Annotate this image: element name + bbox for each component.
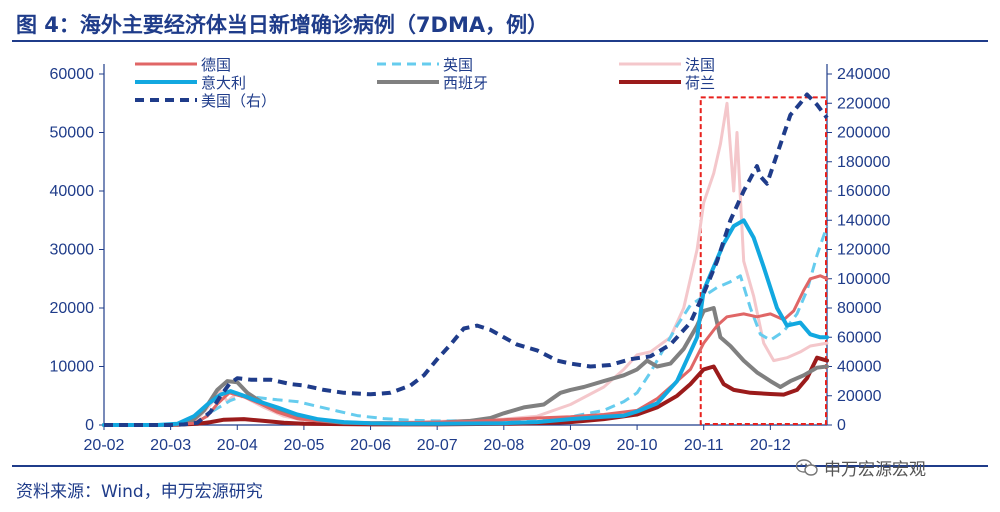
legend-label-6: 美国（右） — [201, 92, 276, 110]
x-tick-label: 20-12 — [750, 437, 791, 454]
y-tick-label-left: 50000 — [50, 125, 95, 142]
legend-label-5: 荷兰 — [685, 74, 715, 92]
y-tick-label-right: 200000 — [837, 125, 890, 142]
x-tick-label: 20-04 — [217, 437, 258, 454]
x-tick-label: 20-09 — [550, 437, 591, 454]
y-tick-label-right: 220000 — [837, 95, 890, 112]
wechat-icon — [796, 458, 818, 476]
y-tick-label-left: 40000 — [50, 183, 95, 200]
x-tick-label: 20-07 — [417, 437, 458, 454]
legend-label-1: 英国 — [443, 56, 473, 74]
y-tick-label-right: 80000 — [837, 300, 882, 317]
y-tick-label-left: 20000 — [50, 300, 95, 317]
legend-label-2: 法国 — [685, 56, 715, 74]
y-tick-label-right: 40000 — [837, 359, 882, 376]
x-tick-label: 20-02 — [84, 437, 125, 454]
x-tick-label: 20-05 — [283, 437, 324, 454]
x-tick-label: 20-03 — [150, 437, 191, 454]
x-tick-label: 20-08 — [483, 437, 524, 454]
x-tick-label: 20-11 — [684, 437, 724, 454]
x-tick-label: 20-10 — [617, 437, 658, 454]
watermark-text: 申万宏源宏观 — [824, 460, 926, 480]
y-tick-label-right: 160000 — [837, 183, 890, 200]
y-tick-label-right: 100000 — [837, 271, 890, 288]
series-layer — [102, 92, 829, 427]
series-line-4 — [102, 306, 829, 427]
source-note: 资料来源：Wind，申万宏源研究 — [16, 482, 263, 502]
source-rule — [12, 465, 988, 467]
y-tick-label-right: 240000 — [837, 66, 890, 83]
watermark: 申万宏源宏观 — [796, 455, 926, 480]
y-tick-label-right: 140000 — [837, 212, 890, 229]
line-chart: 0 10000 20000 30000 40000 50000 60000 0 20000 400… — [50, 56, 891, 454]
y-tick-label-right: 120000 — [837, 242, 890, 259]
y-tick-label-left: 30000 — [50, 242, 95, 259]
y-tick-label-left: 10000 — [50, 359, 95, 376]
y-tick-label-right: 60000 — [837, 329, 882, 346]
y-tick-label-left: 0 — [85, 417, 94, 434]
legend-label-0: 德国 — [201, 56, 231, 74]
legend-label-4: 西班牙 — [443, 74, 488, 92]
series-line-6 — [104, 92, 829, 427]
highlight-layer — [699, 96, 828, 426]
chart-title: 图 4：海外主要经济体当日新增确诊病例（7DMA，例） — [16, 13, 549, 37]
series-line-3 — [102, 218, 829, 427]
series-line-5 — [102, 355, 829, 427]
legend-label-3: 意大利 — [201, 74, 246, 92]
y-tick-label-left: 60000 — [50, 66, 95, 83]
highlight-box — [699, 96, 828, 426]
y-tick-label-right: 20000 — [837, 388, 882, 405]
y-tick-label-right: 180000 — [837, 154, 890, 171]
title-rule — [12, 40, 988, 42]
axes-layer: 0 10000 20000 30000 40000 50000 60000 0 20000 400… — [50, 64, 890, 454]
x-tick-label: 20-06 — [350, 437, 391, 454]
y-tick-label-right: 0 — [837, 417, 846, 434]
series-line-1 — [104, 225, 829, 427]
